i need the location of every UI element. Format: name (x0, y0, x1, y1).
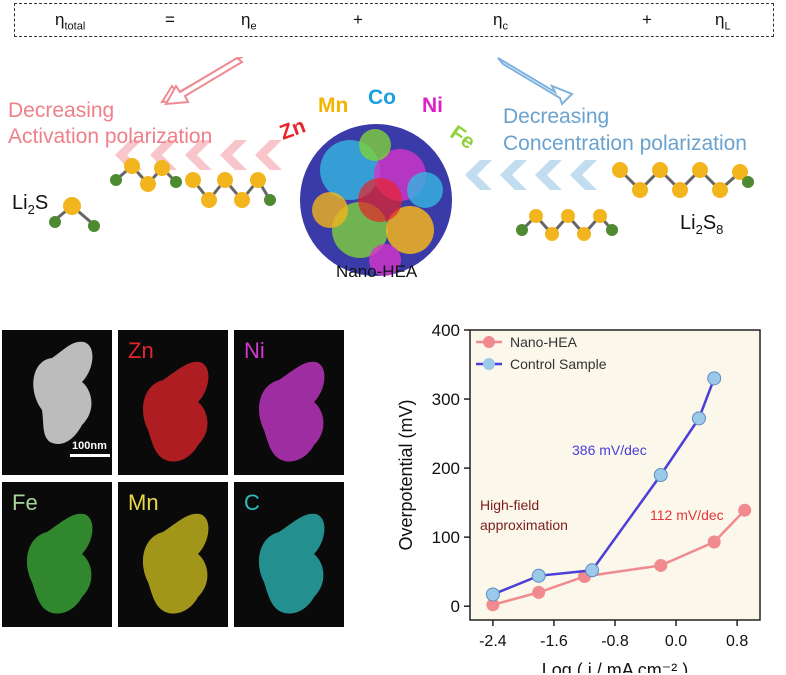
li2s8-label: Li2S8 (680, 212, 724, 237)
data-point (585, 563, 600, 578)
scale-bar-label: 100nm (72, 440, 107, 452)
eds-label-c: C (244, 490, 260, 515)
annotation-slope-hea: 112 mV/dec (650, 507, 724, 523)
right-label-line1: Decreasing (503, 105, 610, 128)
eds-panel-zn: Zn (118, 330, 228, 475)
eds-label-mn: Mn (128, 490, 159, 515)
data-point (707, 371, 722, 386)
data-point (653, 468, 668, 482)
nano-hea-label: Nano-HEA (336, 262, 418, 281)
left-open-arrow (160, 56, 244, 106)
eds-panel-haadf: 100nm (2, 330, 112, 475)
series-line-0 (492, 509, 746, 607)
blue-chevrons (465, 160, 597, 190)
data-point (738, 503, 752, 517)
x-tick-label: -2.4 (479, 633, 507, 650)
y-tick-label: 0 (451, 597, 460, 616)
plus-sign-1: + (353, 10, 363, 29)
eds-label-fe: Fe (12, 490, 38, 515)
annotation-high-field: High-field (480, 497, 539, 513)
y-tick-label: 400 (432, 321, 460, 340)
eds-panel-mn: Mn (118, 482, 228, 627)
eds-panel-fe: Fe (2, 482, 112, 627)
data-point (691, 411, 706, 426)
left-label-line2: Activation polarization (8, 125, 213, 148)
li2s-molecule (49, 197, 100, 232)
lower-polysulfide (516, 209, 618, 241)
schematic-artwork (49, 56, 754, 276)
right-label-line2: Concentration polarization (503, 132, 747, 155)
element-label-co: Co (368, 86, 396, 109)
x-tick-label: 0.0 (665, 633, 687, 650)
eta-c: ηc (493, 10, 508, 33)
annotation-approximation: approximation (480, 517, 568, 533)
eds-panel-ni: Ni (234, 330, 344, 475)
equals-sign: = (165, 10, 175, 29)
equation-box: ηtotal = ηe + ηc + ηL (14, 3, 774, 37)
legend-label: Control Sample (510, 356, 607, 372)
y-axis-label: Overpotential (mV) (396, 399, 416, 550)
li2s-label: Li2S (12, 192, 49, 217)
eta-l: ηL (715, 10, 731, 33)
overpotential-chart: 0 100 200 300 400 -2.4 -1.6 -0.8 0.0 0.8 Log ( j /… (396, 321, 761, 673)
data-point (531, 568, 546, 583)
element-label-ni: Ni (422, 94, 443, 117)
eds-panel-c: C (234, 482, 344, 627)
eds-label-ni: Ni (244, 338, 265, 363)
x-tick-label: -1.6 (540, 633, 568, 650)
series-line-1 (492, 377, 716, 596)
data-point (532, 585, 546, 599)
data-point (485, 587, 500, 602)
legend-marker (483, 358, 495, 370)
eds-label-zn: Zn (128, 338, 154, 363)
legend-marker (483, 336, 495, 348)
eta-total: ηtotal (55, 10, 86, 33)
element-label-mn: Mn (318, 94, 349, 117)
x-tick-label: 0.8 (726, 633, 748, 650)
annotation-slope-control: 386 mV/dec (572, 442, 647, 458)
y-tick-label: 200 (432, 459, 460, 478)
data-point (486, 598, 500, 612)
x-axis-label: Log ( j / mA cm⁻² ) (542, 660, 689, 673)
left-label-line1: Decreasing (8, 99, 115, 122)
nano-hea-particle (300, 124, 452, 276)
x-tick-label: -0.8 (601, 633, 629, 650)
long-polysulfide (612, 162, 754, 198)
y-tick-label: 300 (432, 390, 460, 409)
scale-bar (70, 454, 110, 457)
medium-polysulfide (185, 172, 276, 208)
data-point (707, 535, 721, 549)
right-open-arrow (497, 57, 574, 106)
eta-e: ηe (241, 10, 257, 33)
plus-sign-2: + (642, 10, 652, 29)
y-tick-label: 100 (432, 528, 460, 547)
short-polysulfide (110, 158, 182, 192)
data-point (654, 558, 668, 572)
legend-label: Nano-HEA (510, 334, 578, 350)
